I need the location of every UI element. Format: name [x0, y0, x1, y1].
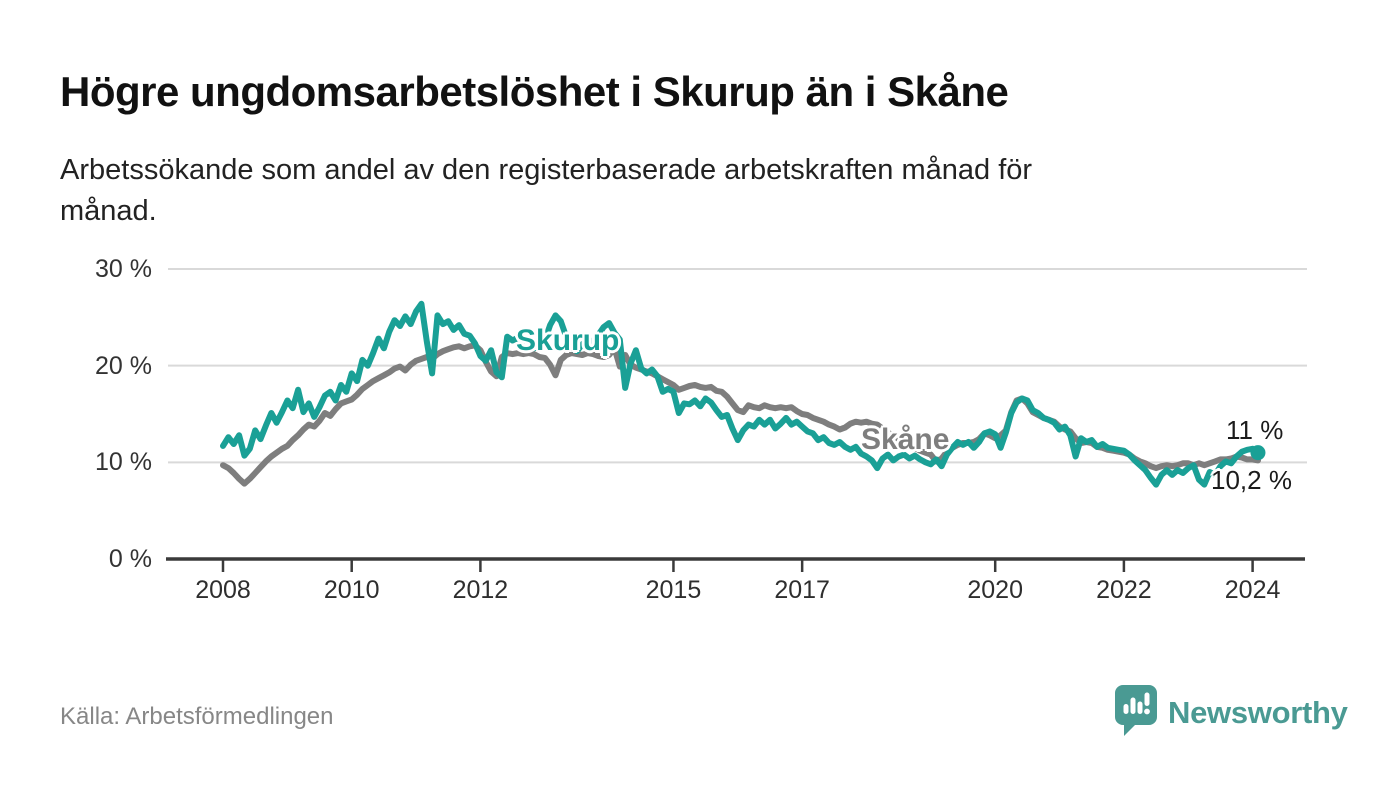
- x-tick-label: 2024: [1224, 576, 1281, 604]
- series-label-skane: Skåne: [861, 423, 950, 456]
- x-tick-label: 2012: [452, 576, 509, 604]
- y-tick-label: 20 %: [95, 351, 152, 380]
- speech-bubble-bar-chart-icon: [1114, 684, 1158, 742]
- x-tick-label: 2020: [967, 576, 1023, 604]
- subtitle-line-2: månad.: [60, 195, 157, 227]
- x-tick-label: 2015: [645, 576, 702, 604]
- x-tick-label: 2022: [1096, 576, 1152, 604]
- newsworthy-logo: Newsworthy: [1114, 684, 1348, 742]
- y-tick-label: 30 %: [95, 254, 152, 283]
- subtitle-line-1: Arbetssökande som andel av den registerb…: [60, 154, 1033, 186]
- x-tick-label: 2017: [774, 576, 830, 604]
- y-tick-label: 10 %: [95, 448, 152, 477]
- y-tick-label: 0 %: [108, 545, 152, 573]
- brand-name: Newsworthy: [1168, 695, 1348, 730]
- page-subtitle: Arbetssökande som andel av den registerb…: [60, 150, 1280, 232]
- end-value-label-skurup: 11 %: [1226, 415, 1284, 445]
- page-title: Högre ungdomsarbetslöshet i Skurup än i …: [60, 68, 1009, 115]
- series-label-skurup: Skurup: [516, 324, 620, 357]
- source-note: Källa: Arbetsförmedlingen: [60, 703, 334, 730]
- x-tick-label: 2010: [323, 576, 380, 604]
- x-tick-label: 2008: [195, 576, 251, 604]
- end-value-label-skane: 10,2 %: [1211, 465, 1292, 495]
